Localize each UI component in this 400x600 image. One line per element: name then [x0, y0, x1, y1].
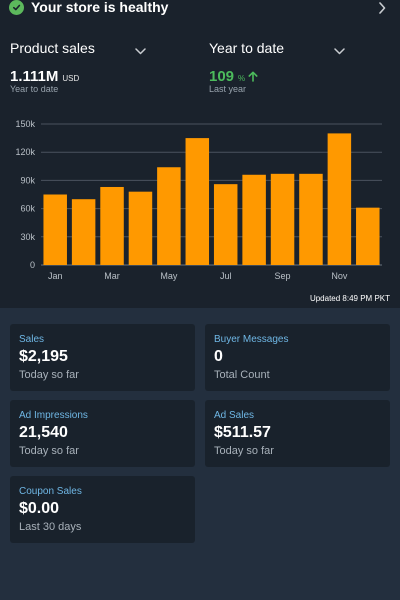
card-value: $511.57: [214, 424, 271, 441]
card-value: 0: [214, 348, 223, 365]
x-tick-label: Jan: [48, 271, 63, 281]
period-selector[interactable]: Year to date: [209, 38, 345, 58]
chart-bar: [270, 173, 295, 265]
yoy-value: 109: [209, 68, 235, 85]
chart-bar: [185, 138, 210, 265]
metric-selector[interactable]: Product sales: [10, 38, 146, 58]
card-caption: Today so far: [19, 369, 79, 381]
chart-bar: [213, 184, 238, 265]
chevron-down-icon: [334, 42, 345, 58]
ad-impressions-card[interactable]: Ad Impressions 21,540 Today so far: [10, 400, 195, 467]
product-sales-chart: 0 30k 60k 90k 120k 150k Jan Mar May Jul Sep Nov: [15, 119, 382, 281]
chevron-right-icon[interactable]: [378, 1, 386, 19]
chart-bar: [242, 174, 266, 265]
buyer-messages-card[interactable]: Buyer Messages 0 Total Count: [205, 324, 390, 391]
chart-bar: [157, 167, 181, 265]
y-tick-label: 150k: [15, 119, 35, 129]
card-value: $0.00: [19, 500, 60, 517]
store-health-title: Your store is healthy: [31, 0, 169, 15]
x-tick-label: Mar: [104, 271, 120, 281]
sales-card[interactable]: Sales $2,195 Today so far: [10, 324, 195, 391]
card-value: 21,540: [19, 424, 68, 441]
card-label: Ad Sales: [214, 410, 255, 421]
x-tick-label: May: [160, 271, 178, 281]
x-tick-label: Sep: [275, 271, 291, 281]
card-label: Ad Impressions: [19, 410, 88, 421]
x-tick-label: Nov: [331, 271, 348, 281]
card-label: Coupon Sales: [19, 486, 82, 497]
card-caption: Today so far: [214, 445, 274, 457]
y-tick-label: 0: [30, 260, 35, 270]
y-tick-label: 90k: [20, 175, 35, 185]
y-tick-label: 60k: [20, 204, 35, 214]
chart-bar: [356, 207, 380, 265]
arrow-up-icon: [248, 69, 258, 86]
card-caption: Today so far: [19, 445, 79, 457]
x-tick-label: Jul: [220, 271, 232, 281]
y-tick-label: 30k: [20, 232, 35, 242]
card-caption: Total Count: [214, 369, 270, 381]
chart-bar: [100, 186, 124, 265]
currency-unit: USD: [62, 74, 80, 83]
period-selector-label: Year to date: [209, 40, 284, 56]
check-circle-icon: [9, 0, 24, 15]
card-value: $2,195: [19, 348, 68, 365]
product-sales-value: 1.111M USD: [10, 68, 79, 85]
chart-bar: [128, 191, 153, 265]
chart-bar: [71, 199, 96, 265]
updated-timestamp: Updated 8:49 PM PKT: [309, 294, 390, 303]
chart-bar: [327, 133, 352, 265]
yoy-percent-unit: %: [238, 74, 246, 83]
chart-bar: [299, 173, 323, 265]
yoy-caption: Last year: [209, 84, 247, 94]
card-caption: Last 30 days: [19, 521, 82, 533]
yoy-change: 109 %: [209, 68, 258, 85]
product-sales-caption: Year to date: [10, 84, 59, 94]
card-label: Sales: [19, 334, 45, 345]
card-label: Buyer Messages: [214, 334, 289, 345]
chevron-down-icon: [135, 42, 146, 58]
coupon-sales-card[interactable]: Coupon Sales $0.00 Last 30 days: [10, 476, 195, 543]
chart-bar: [43, 194, 67, 265]
sales-overview-section: Your store is healthy Product sales Year…: [0, 0, 400, 308]
ad-sales-card[interactable]: Ad Sales $511.57 Today so far: [205, 400, 390, 467]
product-sales-amount: 1.111M: [10, 68, 59, 85]
metric-selector-label: Product sales: [10, 40, 95, 56]
store-health-banner[interactable]: Your store is healthy: [0, 0, 400, 22]
y-tick-label: 120k: [15, 147, 35, 157]
